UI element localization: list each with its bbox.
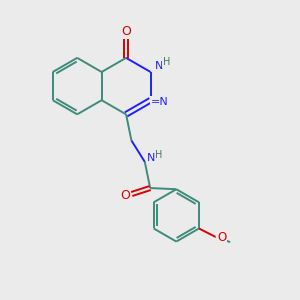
Text: N: N: [147, 153, 155, 163]
Text: O: O: [121, 25, 131, 38]
Text: N: N: [155, 61, 163, 71]
Text: =N: =N: [151, 97, 168, 107]
Text: O: O: [217, 231, 226, 244]
Text: H: H: [163, 58, 170, 68]
Text: O: O: [120, 189, 130, 202]
Text: H: H: [155, 150, 163, 160]
